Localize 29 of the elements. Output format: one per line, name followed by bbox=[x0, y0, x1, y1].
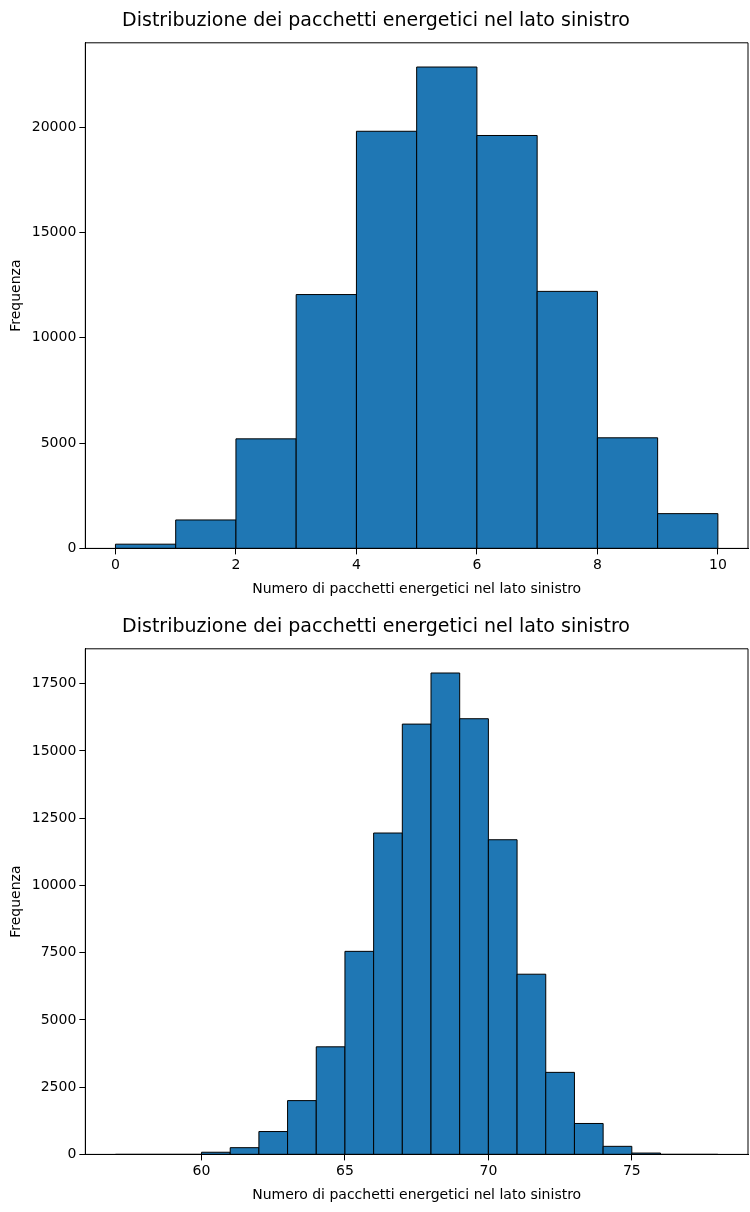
y-tick-label: 15000 bbox=[31, 223, 77, 240]
chart-title: Distribuzione dei pacchetti energetici nel lato sinistro bbox=[122, 8, 630, 31]
y-tick-label: 5000 bbox=[40, 433, 77, 450]
x-tick-label: 0 bbox=[111, 556, 120, 573]
x-tick-label: 4 bbox=[351, 556, 361, 573]
y-tick-label: 15000 bbox=[31, 741, 77, 758]
y-tick-label: 2500 bbox=[40, 1077, 77, 1094]
y-axis-title: Frequenza bbox=[7, 865, 24, 938]
x-tick-label: 2 bbox=[231, 556, 241, 573]
y-tick-label: 20000 bbox=[31, 117, 77, 134]
x-tick-label: 70 bbox=[479, 1162, 498, 1179]
x-tick-label: 60 bbox=[192, 1162, 211, 1179]
x-axis-title: Numero di pacchetti energetici nel lato sinistro bbox=[252, 1186, 582, 1203]
y-tick-label: 10000 bbox=[31, 876, 77, 893]
x-tick-label: 75 bbox=[622, 1162, 641, 1179]
y-tick-label: 5000 bbox=[40, 1010, 77, 1027]
x-tick-label: 65 bbox=[336, 1162, 354, 1179]
y-tick-label: 17500 bbox=[31, 674, 77, 691]
x-axis-title: Numero di pacchetti energetici nel lato sinistro bbox=[252, 580, 582, 597]
chart-title: Distribuzione dei pacchetti energetici nel lato sinistro bbox=[122, 614, 630, 637]
y-tick-label: 10000 bbox=[31, 328, 77, 345]
y-axis-title: Frequenza bbox=[7, 259, 24, 332]
x-tick-label: 6 bbox=[472, 556, 482, 573]
y-tick-label: 7500 bbox=[40, 943, 77, 960]
x-tick-label: 10 bbox=[708, 556, 727, 573]
y-tick-label: 12500 bbox=[31, 808, 77, 825]
y-tick-label: 0 bbox=[67, 1145, 77, 1162]
x-tick-label: 8 bbox=[592, 556, 602, 573]
y-tick-label: 0 bbox=[67, 539, 77, 556]
